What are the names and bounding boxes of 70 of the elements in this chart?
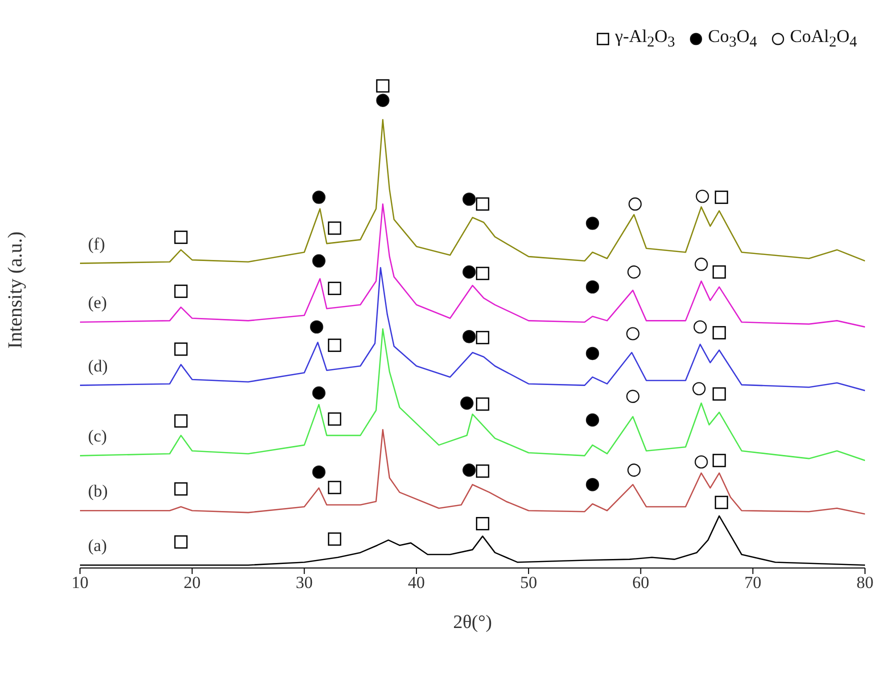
point [586,478,600,492]
point [328,412,342,426]
x-tick-label: 70 [744,573,762,592]
point [174,482,188,496]
point [476,464,490,478]
point [586,216,600,230]
x-axis-title: 2θ(°) [453,612,492,633]
point [462,265,476,279]
point [694,258,708,271]
x-tick-label: 50 [520,573,538,592]
point [310,320,324,334]
point [460,396,474,410]
point [696,190,709,203]
point [312,190,326,204]
y-axis-title: Intensity (a.u.) [4,231,28,349]
point [586,413,600,427]
x-tick-label: 10 [72,573,88,592]
point [462,192,476,206]
point [328,338,342,352]
point [712,387,726,401]
legend-label: CoAl$_{2}$O$_{4}$ [790,26,857,52]
point [376,79,390,93]
point [694,320,707,334]
point [174,535,188,549]
point [714,190,728,204]
point [476,517,490,530]
point [312,465,326,479]
point [174,230,188,244]
point [476,397,490,411]
point [586,280,600,294]
point [312,386,326,400]
x-tick-label: 80 [856,573,874,592]
point [712,454,726,468]
point [376,94,390,107]
point [328,532,342,546]
legend-label: Co$_{3}$O$_{4}$ [708,26,757,52]
point [626,327,640,340]
point [476,197,490,211]
point [328,221,342,235]
point [712,265,726,279]
x-tick-label: 20 [184,573,201,592]
point [628,197,642,211]
point [712,326,726,340]
series-label: (c) [88,426,107,446]
point [476,330,490,344]
point [626,390,640,403]
point [714,496,728,510]
series-label: (d) [88,356,108,376]
point [174,342,188,356]
series-label: (e) [88,293,107,312]
point [627,265,641,279]
point [174,414,188,428]
point [328,480,342,494]
point [694,455,708,469]
legend-label: γ-Al$_{2}$O$_{3}$ [615,26,675,52]
point [692,382,706,396]
point [312,254,326,268]
x-tick-label: 40 [408,573,425,592]
point [462,330,476,344]
point [586,346,600,360]
point [174,284,188,298]
series-label: (f) [88,234,105,254]
point [328,282,342,296]
series-label: (b) [88,482,108,501]
point [462,464,476,477]
point [476,266,490,280]
series-label: (a) [88,536,107,556]
x-tick-label: 30 [296,573,313,592]
point [627,464,641,477]
x-tick-label: 60 [632,573,650,592]
